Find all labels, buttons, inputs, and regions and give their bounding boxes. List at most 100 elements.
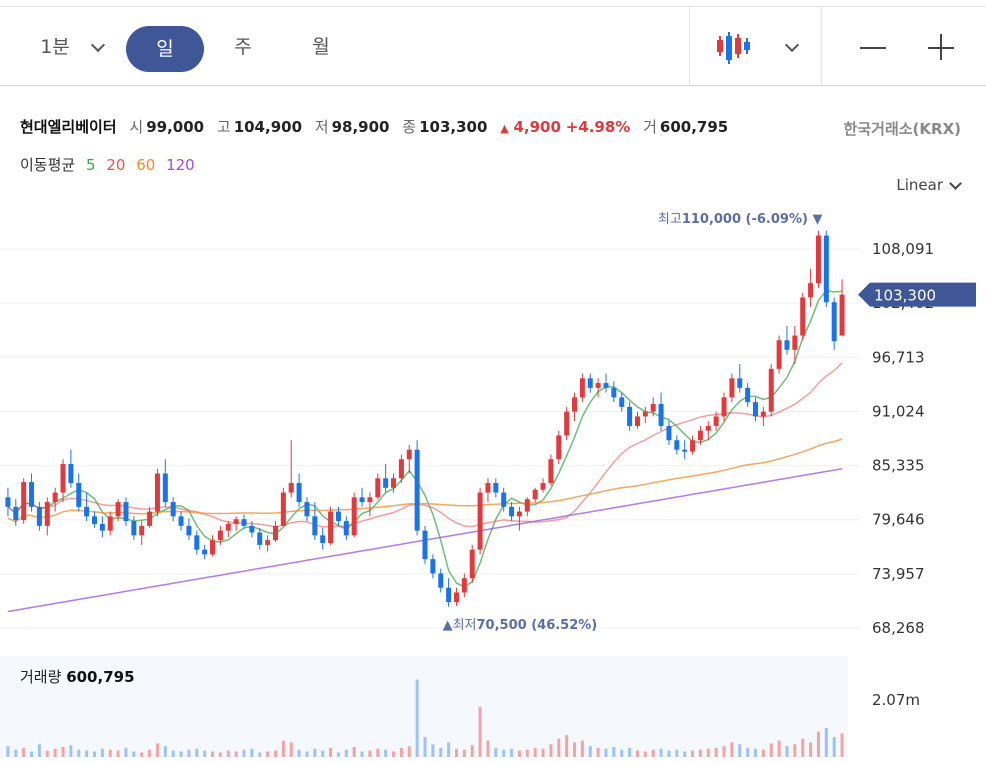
candle bbox=[280, 487, 286, 526]
close-label: 종 bbox=[402, 118, 417, 136]
candle-body bbox=[815, 235, 821, 284]
volume-bar bbox=[549, 744, 553, 757]
candlestick-icon[interactable] bbox=[710, 7, 760, 87]
chart-type-dropdown-icon[interactable] bbox=[780, 7, 804, 87]
candle bbox=[391, 473, 397, 493]
candle bbox=[296, 473, 302, 507]
candle bbox=[768, 364, 774, 417]
candle-body bbox=[123, 502, 129, 522]
volume-bar bbox=[651, 749, 655, 757]
candle-body bbox=[587, 378, 593, 388]
volume-bar bbox=[30, 751, 34, 757]
candle-body bbox=[784, 340, 790, 350]
candle bbox=[808, 268, 814, 307]
volume-bar bbox=[132, 751, 136, 757]
candle-body bbox=[540, 483, 546, 490]
volume-bar bbox=[596, 747, 600, 757]
candle-body bbox=[721, 397, 727, 417]
volume-bar bbox=[124, 747, 128, 757]
candle bbox=[107, 511, 113, 536]
high-label: 고 bbox=[216, 118, 231, 136]
candle bbox=[682, 440, 688, 460]
candle bbox=[13, 499, 19, 526]
ma-60: 60 bbox=[136, 156, 156, 174]
timeframe-month-button[interactable]: 월 bbox=[312, 36, 330, 58]
candle-body bbox=[280, 492, 286, 526]
volume-bar bbox=[573, 742, 577, 757]
candle-body bbox=[202, 549, 208, 555]
candle bbox=[485, 478, 491, 503]
candle-body bbox=[642, 411, 648, 417]
candle-body bbox=[422, 530, 428, 560]
current-price-tag: 103,300 bbox=[858, 282, 976, 307]
candle-body bbox=[650, 404, 656, 412]
candle bbox=[178, 511, 184, 531]
candle-body bbox=[131, 521, 137, 536]
candle bbox=[91, 511, 97, 528]
moving-average-legend[interactable]: 이동평균 5 20 60 120 bbox=[20, 154, 201, 175]
volume-label: 거 bbox=[643, 118, 657, 136]
volume-bar bbox=[588, 746, 592, 757]
candle-body bbox=[729, 378, 735, 398]
candle bbox=[666, 421, 672, 445]
candle-body bbox=[579, 378, 585, 398]
candle-body bbox=[335, 511, 341, 522]
high-value: 104,900 bbox=[233, 118, 303, 136]
ma-line-60 bbox=[7, 438, 843, 523]
candle bbox=[383, 464, 389, 493]
candle bbox=[572, 392, 578, 422]
candle bbox=[36, 502, 42, 531]
volume-bar bbox=[667, 750, 671, 757]
candle-body bbox=[839, 294, 845, 336]
timeframe-day-button[interactable]: 일 bbox=[126, 26, 204, 72]
volume-bar bbox=[266, 751, 270, 757]
candle-body bbox=[296, 483, 302, 503]
chevron-down-icon[interactable] bbox=[88, 7, 108, 87]
volume-bar bbox=[470, 745, 474, 757]
candle-body bbox=[823, 235, 829, 303]
volume-axis-tick: 2.07m bbox=[872, 691, 920, 709]
toolbar-divider bbox=[689, 7, 690, 87]
volume-bar bbox=[313, 748, 317, 757]
volume-bar bbox=[785, 746, 789, 757]
timeframe-week-button[interactable]: 주 bbox=[234, 36, 252, 58]
timeframe-minute-button[interactable]: 1분 bbox=[40, 36, 70, 58]
candles bbox=[5, 230, 845, 607]
candle bbox=[579, 373, 585, 403]
candle bbox=[729, 373, 735, 403]
candle bbox=[430, 554, 436, 579]
candle-body bbox=[453, 592, 459, 602]
candle-body bbox=[241, 519, 247, 526]
candle-body bbox=[493, 483, 499, 493]
candle-body bbox=[107, 516, 113, 531]
volume-bar bbox=[816, 731, 820, 757]
volume-bar bbox=[730, 742, 734, 757]
chevron-down-icon bbox=[949, 176, 962, 190]
volume-bar bbox=[691, 750, 695, 757]
candle bbox=[288, 440, 294, 498]
candle bbox=[509, 502, 515, 522]
scale-mode-dropdown[interactable]: Linear bbox=[896, 176, 962, 194]
minus-icon[interactable] bbox=[850, 7, 896, 87]
candle bbox=[737, 364, 743, 393]
volume-bars bbox=[6, 679, 844, 757]
candle-body bbox=[745, 387, 751, 403]
candle-body bbox=[375, 478, 381, 498]
candle-body bbox=[398, 459, 404, 479]
candle bbox=[351, 492, 357, 538]
candle bbox=[320, 527, 326, 550]
plus-icon[interactable] bbox=[918, 7, 964, 87]
candle bbox=[745, 383, 751, 407]
candle-body bbox=[139, 525, 145, 536]
volume-bar bbox=[289, 742, 293, 757]
candle-body bbox=[233, 519, 239, 524]
volume-bar bbox=[454, 748, 458, 757]
current-price-tag-bg bbox=[858, 282, 976, 307]
volume-bar bbox=[541, 748, 545, 757]
price-chart[interactable]: 108,091102,40296,71391,02485,33579,64673… bbox=[0, 200, 986, 765]
candle-body bbox=[44, 502, 50, 526]
candle bbox=[595, 378, 601, 398]
candle-body bbox=[406, 449, 412, 460]
candle bbox=[477, 487, 483, 555]
candle bbox=[587, 373, 593, 393]
